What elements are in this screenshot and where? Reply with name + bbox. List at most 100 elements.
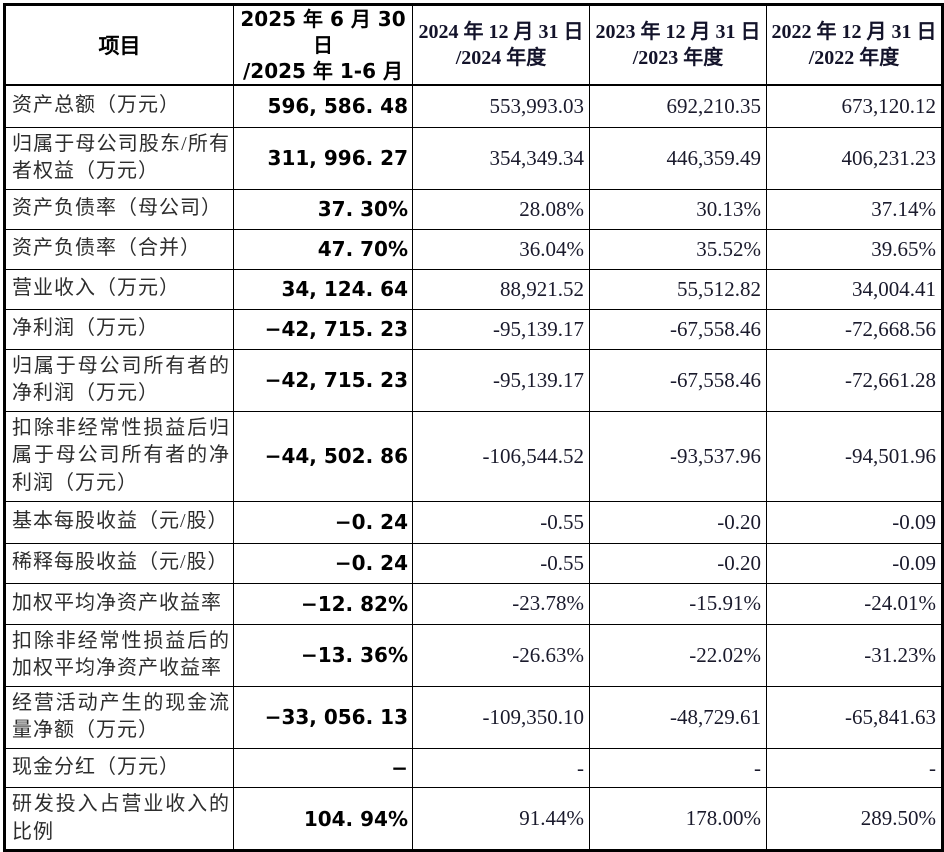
value-2023: -48,729.61 — [589, 685, 767, 750]
value-2024: -23.78% — [412, 582, 590, 625]
value-2025: −0. 24 — [233, 542, 413, 584]
row-label: 经营活动产生的现金流量净额（万元） — [4, 685, 234, 750]
value-2023: 692,210.35 — [589, 84, 767, 128]
value-2025: −42, 715. 23 — [233, 308, 413, 350]
header-col-2023: 2023 年 12 月 31 日 /2023 年度 — [589, 4, 767, 86]
value-2024: 91.44% — [412, 787, 590, 852]
value-2022: -24.01% — [766, 582, 943, 625]
row-label: 净利润（万元） — [4, 308, 234, 350]
value-2022: -0.09 — [766, 500, 943, 544]
table-row: 稀释每股收益（元/股） −0. 24 -0.55 -0.20 -0.09 — [4, 542, 943, 584]
value-2025: 47. 70% — [233, 228, 413, 270]
header-col-2022: 2022 年 12 月 31 日 /2022 年度 — [766, 4, 943, 86]
value-2022: -94,501.96 — [766, 410, 943, 502]
value-2024: - — [412, 748, 590, 789]
value-2022: - — [766, 748, 943, 789]
value-2022: -65,841.63 — [766, 685, 943, 750]
value-2022: 289.50% — [766, 787, 943, 852]
value-2022: -0.09 — [766, 542, 943, 584]
value-2025: −0. 24 — [233, 500, 413, 544]
value-2024: -95,139.17 — [412, 348, 590, 412]
row-label: 稀释每股收益（元/股） — [4, 542, 234, 584]
table-row: 营业收入（万元） 34, 124. 64 88,921.52 55,512.82… — [4, 268, 943, 310]
value-2022: -72,668.56 — [766, 308, 943, 350]
table-row: 经营活动产生的现金流量净额（万元） −33, 056. 13 -109,350.… — [4, 685, 943, 750]
table-row: 净利润（万元） −42, 715. 23 -95,139.17 -67,558.… — [4, 308, 943, 350]
value-2025: −13. 36% — [233, 623, 413, 687]
value-2023: 55,512.82 — [589, 268, 767, 310]
header-col-2024: 2024 年 12 月 31 日 /2024 年度 — [412, 4, 590, 86]
value-2023: -22.02% — [589, 623, 767, 687]
table-row: 资产负债率（合并） 47. 70% 36.04% 35.52% 39.65% — [4, 228, 943, 270]
row-label: 扣除非经常性损益后归属于母公司所有者的净利润（万元） — [4, 410, 234, 502]
header-col-2022-line1: 2022 年 12 月 31 日 — [771, 21, 937, 43]
value-2023: -93,537.96 — [589, 410, 767, 502]
table-row: 加权平均净资产收益率 −12. 82% -23.78% -15.91% -24.… — [4, 582, 943, 625]
value-2022: 37.14% — [766, 188, 943, 230]
value-2024: -26.63% — [412, 623, 590, 687]
header-row: 项目 2025 年 6 月 30 日 /2025 年 1-6 月 2024 年 … — [4, 4, 943, 86]
row-label: 加权平均净资产收益率 — [4, 582, 234, 625]
header-col-2024-line2: /2024 年度 — [455, 47, 547, 69]
value-2024: 88,921.52 — [412, 268, 590, 310]
value-2024: -95,139.17 — [412, 308, 590, 350]
row-label: 归属于母公司股东/所有者权益（万元） — [4, 126, 234, 190]
value-2023: - — [589, 748, 767, 789]
row-label: 现金分红（万元） — [4, 748, 234, 789]
row-label: 资产负债率（母公司） — [4, 188, 234, 230]
row-label: 扣除非经常性损益后的加权平均净资产收益率 — [4, 623, 234, 687]
value-2024: 28.08% — [412, 188, 590, 230]
row-label: 基本每股收益（元/股） — [4, 500, 234, 544]
value-2025: −33, 056. 13 — [233, 685, 413, 750]
value-2023: -0.20 — [589, 542, 767, 584]
value-2024: 354,349.34 — [412, 126, 590, 190]
table-row: 资产总额（万元） 596, 586. 48 553,993.03 692,210… — [4, 84, 943, 128]
row-label: 归属于母公司所有者的净利润（万元） — [4, 348, 234, 412]
value-2024: -106,544.52 — [412, 410, 590, 502]
value-2023: -67,558.46 — [589, 308, 767, 350]
table-row: 研发投入占营业收入的比例 104. 94% 91.44% 178.00% 289… — [4, 787, 943, 852]
value-2022: 34,004.41 — [766, 268, 943, 310]
value-2024: -0.55 — [412, 500, 590, 544]
value-2025: −44, 502. 86 — [233, 410, 413, 502]
value-2025: 596, 586. 48 — [233, 84, 413, 128]
row-label: 资产总额（万元） — [4, 84, 234, 128]
header-col-2025-line1: 2025 年 6 月 30 日 — [240, 7, 406, 57]
value-2025: 37. 30% — [233, 188, 413, 230]
row-label: 营业收入（万元） — [4, 268, 234, 310]
header-col-2023-line2: /2023 年度 — [632, 47, 724, 69]
header-item-label: 项目 — [4, 4, 234, 86]
value-2025: −42, 715. 23 — [233, 348, 413, 412]
header-col-2022-line2: /2022 年度 — [808, 47, 900, 69]
value-2023: 178.00% — [589, 787, 767, 852]
table-row: 归属于母公司所有者的净利润（万元） −42, 715. 23 -95,139.1… — [4, 348, 943, 412]
value-2022: 39.65% — [766, 228, 943, 270]
financial-summary-table: 项目 2025 年 6 月 30 日 /2025 年 1-6 月 2024 年 … — [3, 3, 944, 852]
value-2025: − — [233, 748, 413, 789]
table-row: 扣除非经常性损益后归属于母公司所有者的净利润（万元） −44, 502. 86 … — [4, 410, 943, 502]
value-2023: 30.13% — [589, 188, 767, 230]
header-col-2024-line1: 2024 年 12 月 31 日 — [418, 21, 584, 43]
table-row: 归属于母公司股东/所有者权益（万元） 311, 996. 27 354,349.… — [4, 126, 943, 190]
header-col-2025: 2025 年 6 月 30 日 /2025 年 1-6 月 — [233, 4, 413, 86]
table-row: 资产负债率（母公司） 37. 30% 28.08% 30.13% 37.14% — [4, 188, 943, 230]
value-2023: 35.52% — [589, 228, 767, 270]
value-2023: -67,558.46 — [589, 348, 767, 412]
value-2024: 553,993.03 — [412, 84, 590, 128]
row-label: 资产负债率（合并） — [4, 228, 234, 270]
value-2025: 34, 124. 64 — [233, 268, 413, 310]
value-2024: -0.55 — [412, 542, 590, 584]
table-row: 扣除非经常性损益后的加权平均净资产收益率 −13. 36% -26.63% -2… — [4, 623, 943, 687]
value-2023: -15.91% — [589, 582, 767, 625]
value-2025: 104. 94% — [233, 787, 413, 852]
value-2025: −12. 82% — [233, 582, 413, 625]
value-2022: -72,661.28 — [766, 348, 943, 412]
value-2024: 36.04% — [412, 228, 590, 270]
value-2023: 446,359.49 — [589, 126, 767, 190]
value-2022: -31.23% — [766, 623, 943, 687]
value-2025: 311, 996. 27 — [233, 126, 413, 190]
value-2023: -0.20 — [589, 500, 767, 544]
header-col-2023-line1: 2023 年 12 月 31 日 — [595, 21, 761, 43]
value-2022: 673,120.12 — [766, 84, 943, 128]
row-label: 研发投入占营业收入的比例 — [4, 787, 234, 852]
